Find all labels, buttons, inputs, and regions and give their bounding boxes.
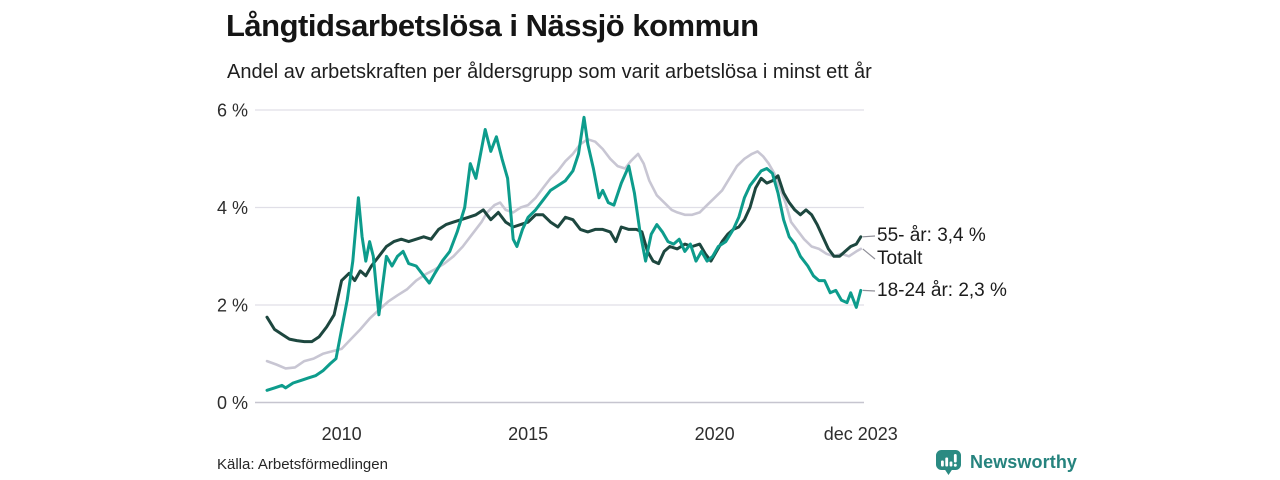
x-tick-label: 2015 xyxy=(508,424,548,444)
chart-subtitle: Andel av arbetskraften per åldersgrupp s… xyxy=(227,61,872,83)
x-tick-label: dec 2023 xyxy=(824,424,898,444)
page-title: Långtidsarbetslösa i Nässjö kommun xyxy=(226,8,759,43)
annotation-totalt: Totalt xyxy=(877,248,923,269)
series-line-55-ar xyxy=(265,174,863,344)
leader-line-18-24-ar xyxy=(862,289,876,292)
newsworthy-wordmark: Newsworthy xyxy=(970,452,1078,472)
y-tick-label: 2 % xyxy=(217,296,248,316)
leader-line-55-ar xyxy=(862,235,876,238)
y-tick-label: 6 % xyxy=(217,101,248,121)
series-line-18-24-ar xyxy=(265,115,863,392)
x-tick-label: 2020 xyxy=(695,424,735,444)
newsworthy-logo[interactable]: Newsworthy xyxy=(935,449,1077,476)
y-tick-label: 4 % xyxy=(217,198,248,218)
annotation-55-ar: 55- år: 3,4 % xyxy=(877,225,986,246)
source-note: Källa: Arbetsförmedlingen xyxy=(217,456,388,473)
x-tick-label: 2010 xyxy=(322,424,362,444)
annotation-18-24-ar: 18-24 år: 2,3 % xyxy=(877,280,1007,301)
series-line-totalt xyxy=(265,138,863,370)
y-tick-label: 0 % xyxy=(217,393,248,413)
leader-line-totalt xyxy=(862,248,876,260)
newsworthy-bar-chart-icon xyxy=(936,450,961,475)
